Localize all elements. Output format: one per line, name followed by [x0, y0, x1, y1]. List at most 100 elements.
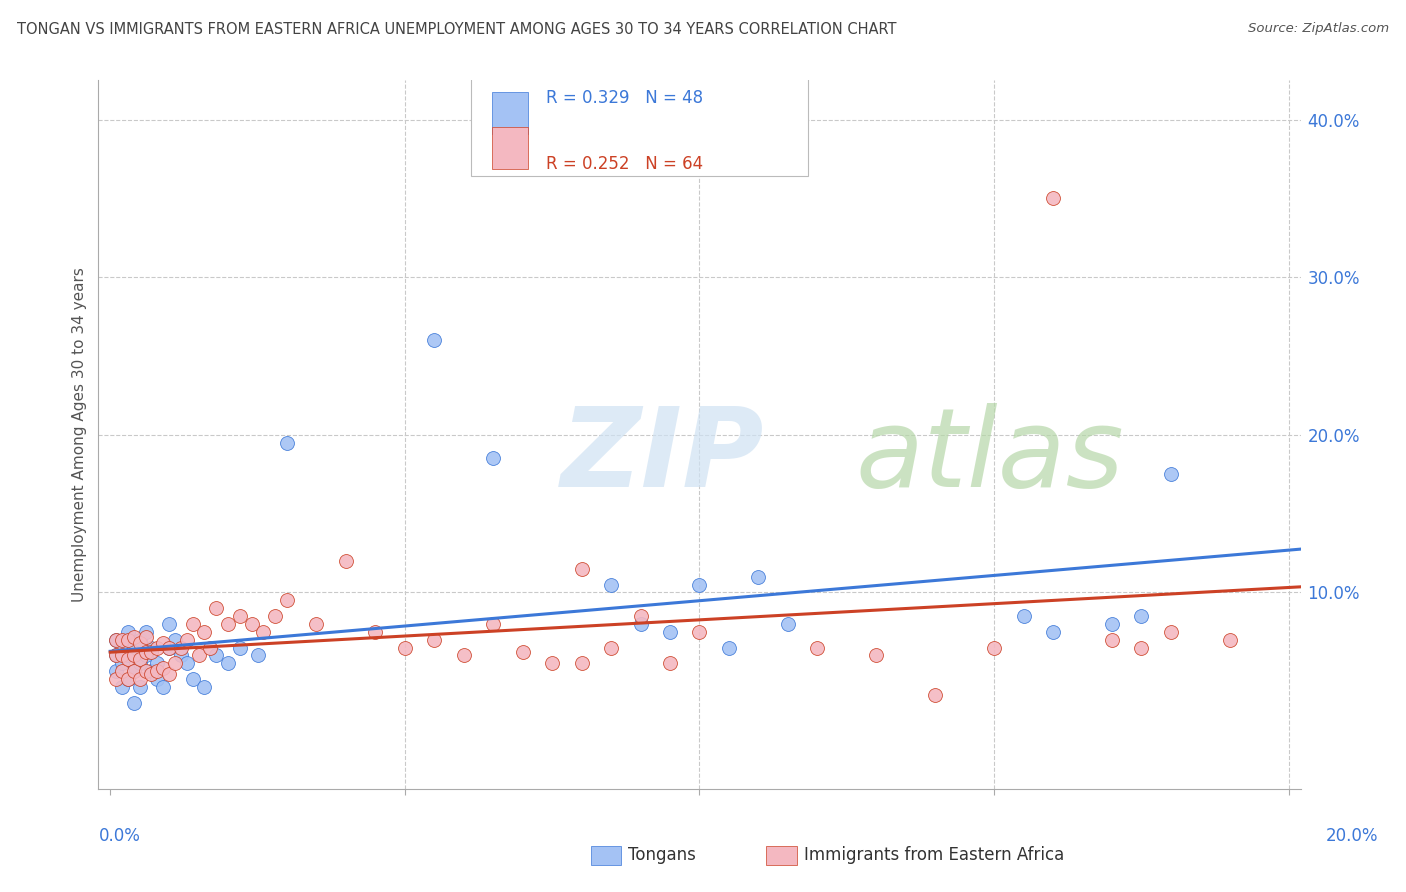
- Point: [865, 648, 887, 663]
- Point: [276, 435, 298, 450]
- Point: [146, 672, 169, 686]
- Point: [157, 667, 180, 681]
- Point: [229, 640, 252, 655]
- Point: [135, 630, 157, 644]
- Point: [111, 657, 134, 671]
- Point: [983, 640, 1005, 655]
- Point: [205, 601, 228, 615]
- Point: [1012, 609, 1035, 624]
- Point: [246, 648, 269, 663]
- Point: [135, 624, 157, 639]
- Point: [135, 648, 157, 663]
- Point: [1042, 192, 1064, 206]
- Point: [111, 680, 134, 694]
- Text: Immigrants from Eastern Africa: Immigrants from Eastern Africa: [804, 847, 1064, 864]
- Point: [924, 688, 946, 702]
- Point: [152, 636, 174, 650]
- Point: [157, 640, 180, 655]
- Point: [111, 664, 134, 679]
- Point: [630, 609, 652, 624]
- Y-axis label: Unemployment Among Ages 30 to 34 years: Unemployment Among Ages 30 to 34 years: [72, 268, 87, 602]
- Text: ZIP: ZIP: [561, 402, 765, 509]
- Point: [105, 648, 128, 663]
- Point: [217, 617, 239, 632]
- Point: [117, 672, 139, 686]
- Text: 20.0%: 20.0%: [1326, 827, 1378, 845]
- Point: [128, 672, 150, 686]
- Point: [122, 664, 145, 679]
- Point: [181, 617, 204, 632]
- Text: 0.0%: 0.0%: [98, 827, 141, 845]
- Point: [747, 570, 769, 584]
- Point: [141, 640, 163, 655]
- Point: [205, 648, 228, 663]
- Point: [141, 664, 163, 679]
- Point: [117, 651, 139, 665]
- FancyBboxPatch shape: [492, 128, 527, 169]
- Point: [146, 640, 169, 655]
- Point: [688, 577, 710, 591]
- Text: Source: ZipAtlas.com: Source: ZipAtlas.com: [1249, 22, 1389, 36]
- Point: [170, 640, 193, 655]
- Point: [111, 640, 134, 655]
- Point: [717, 640, 740, 655]
- Point: [335, 554, 357, 568]
- Point: [163, 657, 186, 671]
- Text: TONGAN VS IMMIGRANTS FROM EASTERN AFRICA UNEMPLOYMENT AMONG AGES 30 TO 34 YEARS : TONGAN VS IMMIGRANTS FROM EASTERN AFRICA…: [17, 22, 897, 37]
- FancyBboxPatch shape: [471, 66, 807, 176]
- Point: [105, 632, 128, 647]
- Point: [1101, 632, 1123, 647]
- Point: [163, 632, 186, 647]
- Point: [453, 648, 475, 663]
- Point: [541, 657, 564, 671]
- Point: [111, 632, 134, 647]
- Point: [122, 640, 145, 655]
- Point: [117, 632, 139, 647]
- Point: [141, 667, 163, 681]
- Point: [1219, 632, 1241, 647]
- Point: [193, 624, 215, 639]
- Point: [600, 640, 623, 655]
- Point: [630, 617, 652, 632]
- Point: [240, 617, 263, 632]
- Point: [806, 640, 828, 655]
- Point: [1160, 624, 1182, 639]
- Point: [122, 664, 145, 679]
- Point: [117, 648, 139, 663]
- Point: [122, 696, 145, 710]
- Point: [152, 661, 174, 675]
- Point: [423, 632, 446, 647]
- Point: [217, 657, 239, 671]
- Point: [1130, 640, 1153, 655]
- Point: [264, 609, 287, 624]
- Point: [146, 664, 169, 679]
- Point: [305, 617, 328, 632]
- Point: [600, 577, 623, 591]
- Text: atlas: atlas: [856, 402, 1125, 509]
- Point: [193, 680, 215, 694]
- Point: [187, 648, 209, 663]
- Point: [170, 648, 193, 663]
- Point: [200, 640, 222, 655]
- Point: [122, 648, 145, 663]
- Point: [1101, 617, 1123, 632]
- Point: [128, 680, 150, 694]
- Point: [117, 624, 139, 639]
- FancyBboxPatch shape: [492, 93, 527, 134]
- Point: [364, 624, 387, 639]
- Point: [688, 624, 710, 639]
- Point: [105, 632, 128, 647]
- Point: [512, 645, 534, 659]
- Point: [571, 657, 593, 671]
- Point: [128, 657, 150, 671]
- Point: [276, 593, 298, 607]
- Point: [157, 640, 180, 655]
- Point: [252, 624, 274, 639]
- Point: [659, 624, 682, 639]
- Point: [394, 640, 416, 655]
- Point: [482, 451, 505, 466]
- Point: [423, 334, 446, 348]
- Point: [482, 617, 505, 632]
- Point: [141, 645, 163, 659]
- Point: [157, 617, 180, 632]
